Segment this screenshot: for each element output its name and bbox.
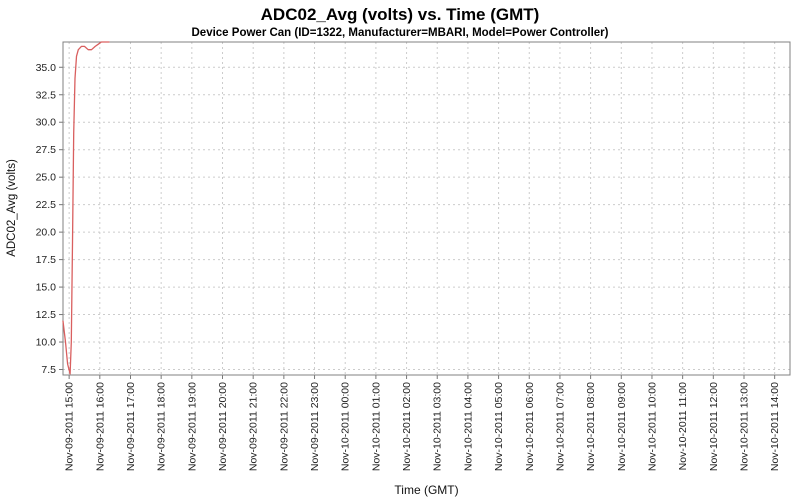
y-tick-label: 10.0 (36, 337, 57, 349)
x-tick-label: Nov-09-2011 19:00 (186, 382, 198, 471)
y-tick-label: 32.5 (36, 89, 57, 101)
series-layer (62, 41, 110, 375)
grid-layer (63, 42, 790, 375)
x-tick-label: Nov-09-2011 18:00 (156, 382, 168, 471)
y-tick-label: 30.0 (36, 117, 57, 129)
x-tick-label: Nov-10-2011 11:00 (677, 382, 689, 470)
y-tick-label: 17.5 (36, 254, 57, 266)
x-tick-label: Nov-10-2011 08:00 (585, 382, 597, 471)
x-tick-label: Nov-10-2011 01:00 (370, 382, 382, 471)
y-tick-label: 15.0 (36, 282, 57, 294)
x-axis-title: Time (GMT) (394, 483, 459, 497)
x-tick-label: Nov-10-2011 12:00 (708, 382, 720, 471)
x-tick-label: Nov-09-2011 15:00 (64, 382, 76, 471)
y-tick-label: 20.0 (36, 227, 57, 239)
y-tick-label: 7.5 (41, 364, 56, 376)
x-tick-label: Nov-10-2011 05:00 (493, 382, 505, 471)
x-tick-label: Nov-10-2011 06:00 (524, 382, 536, 471)
tick-marks-layer (59, 66, 776, 379)
x-tick-label: Nov-10-2011 09:00 (616, 382, 628, 471)
x-tick-label: Nov-09-2011 21:00 (248, 382, 260, 471)
x-tick-label: Nov-09-2011 22:00 (278, 382, 290, 471)
y-tick-label: 27.5 (36, 144, 57, 156)
x-tick-label: Nov-09-2011 20:00 (217, 382, 229, 471)
x-tick-label: Nov-10-2011 13:00 (738, 382, 750, 471)
x-tick-label: Nov-10-2011 02:00 (401, 382, 413, 471)
chart-subtitle: Device Power Can (ID=1322, Manufacturer=… (191, 27, 609, 39)
series-line-adc02_avg (62, 41, 110, 375)
y-tick-label: 35.0 (36, 62, 57, 74)
x-tick-label: Nov-10-2011 03:00 (432, 382, 444, 471)
x-tick-label: Nov-09-2011 16:00 (94, 382, 106, 471)
y-tick-label: 25.0 (36, 172, 57, 184)
plot-border (62, 41, 791, 376)
y-tick-label: 12.5 (36, 309, 57, 321)
y-axis-title: ADC02_Avg (volts) (6, 159, 18, 257)
x-tick-label: Nov-10-2011 04:00 (462, 382, 474, 471)
x-tick-label: Nov-10-2011 07:00 (554, 382, 566, 471)
x-tick-label: Nov-10-2011 00:00 (340, 382, 352, 471)
x-tick-label: Nov-09-2011 23:00 (309, 382, 321, 471)
x-tick-label: Nov-09-2011 17:00 (125, 382, 137, 471)
x-tick-label: Nov-10-2011 10:00 (646, 382, 658, 471)
x-tick-label: Nov-10-2011 14:00 (769, 382, 781, 471)
tick-labels-layer: Nov-09-2011 15:00 Nov-09-2011 16:00 Nov-09… (36, 62, 782, 471)
chart-title: ADC02_Avg (volts) vs. Time (GMT) (260, 5, 540, 24)
y-tick-label: 22.5 (36, 199, 57, 211)
